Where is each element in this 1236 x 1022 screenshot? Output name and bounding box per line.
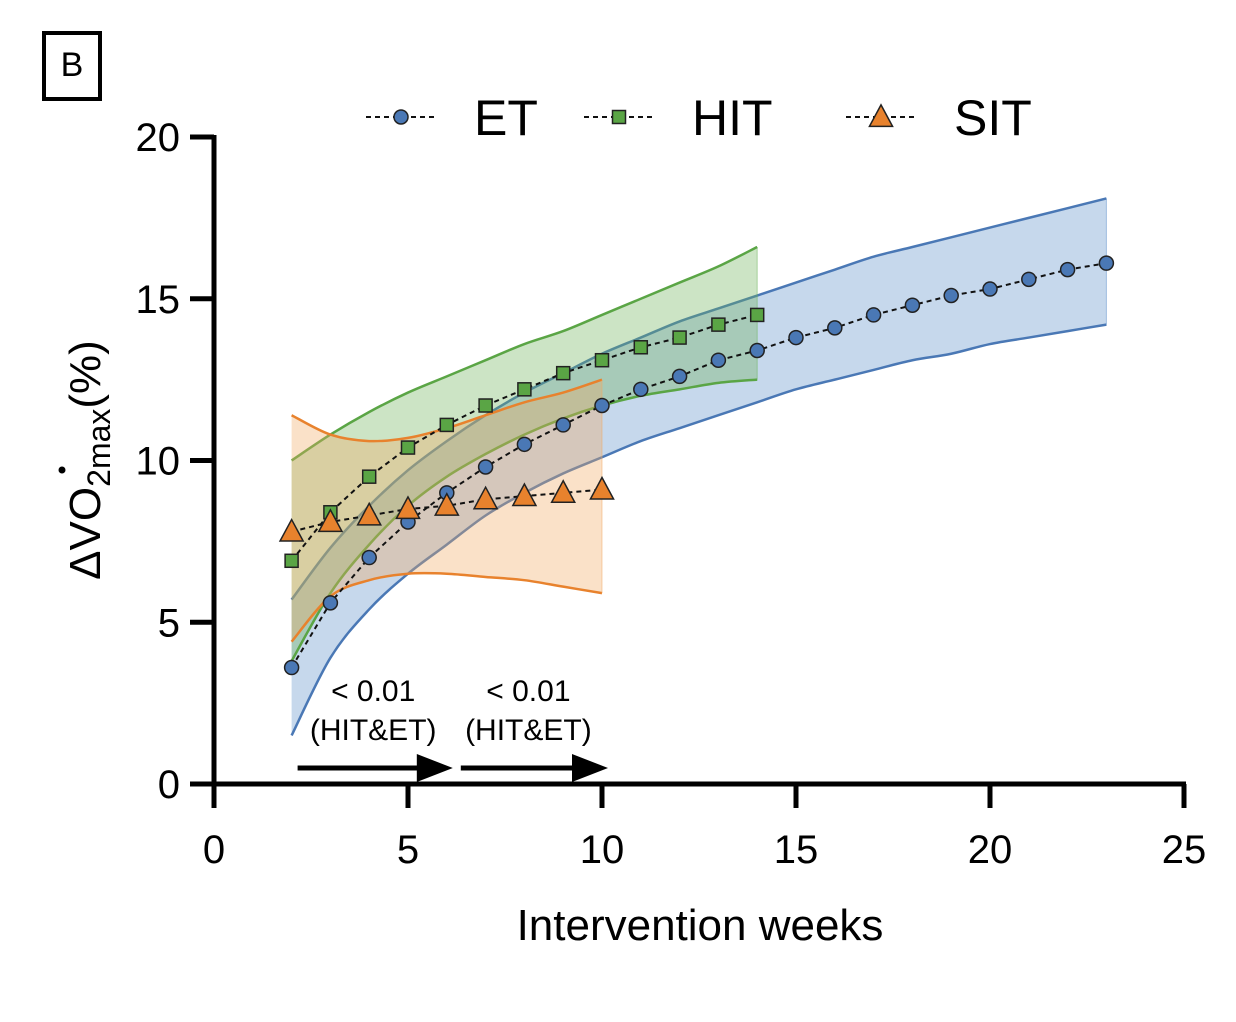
et-point — [671, 368, 688, 385]
y-axis-title-v: V — [61, 520, 110, 550]
y-tick-label: 0 — [158, 763, 180, 807]
et-point — [982, 281, 998, 297]
panel-label-text: B — [61, 46, 84, 84]
legend-hit-label: HIT — [692, 90, 773, 146]
et-point — [1059, 261, 1076, 278]
hit-point — [555, 365, 571, 381]
hit-point — [400, 440, 416, 455]
svg-text:ΔVO2max(%): ΔVO2max(%) — [61, 340, 117, 580]
sit-point — [511, 482, 538, 507]
y-axis-title-unit: (%) — [61, 340, 110, 408]
hit-point — [439, 417, 455, 433]
y-tick-label: 15 — [136, 278, 181, 322]
hit-point — [633, 340, 649, 355]
et-point — [477, 459, 494, 475]
annotations: < 0.01 (HIT&ET) < 0.01 (HIT&ET) — [297, 675, 608, 782]
et-point — [555, 417, 571, 433]
hit-point — [672, 330, 687, 345]
annotation-arrow-head — [572, 754, 608, 782]
annotation-groups: (HIT&ET) — [465, 714, 592, 747]
confidence-bands — [290, 197, 1107, 737]
et-point — [1098, 255, 1115, 271]
y-axis-title: ΔVO2max(%) — [58, 340, 117, 580]
annotation-pvalue: < 0.01 — [486, 675, 570, 708]
panel-label: B — [42, 31, 102, 101]
annotation-arrow-head — [416, 754, 453, 782]
legend-sit-marker — [868, 103, 894, 128]
x-tick-label: 0 — [203, 828, 225, 872]
sit-point — [550, 479, 577, 503]
hit-point — [478, 398, 493, 413]
y-axis-title-delta: Δ — [61, 550, 110, 579]
hit-band-lower — [290, 378, 758, 662]
legend: ET HIT SIT — [366, 90, 1032, 146]
et-point — [322, 595, 339, 611]
et-point — [516, 436, 533, 453]
sit-point — [356, 501, 383, 526]
y-axis-title-o: O — [61, 487, 110, 521]
et-point — [594, 397, 610, 414]
hit-point — [749, 307, 765, 323]
et-point — [749, 342, 765, 359]
et-band-fill — [291, 198, 1107, 736]
et-point — [361, 549, 377, 566]
y-tick-label: 10 — [136, 440, 181, 484]
annotation-groups: (HIT&ET) — [310, 714, 437, 747]
x-tick-label: 25 — [1162, 828, 1207, 872]
et-point — [943, 287, 959, 304]
sit-point — [589, 475, 615, 500]
et-point — [633, 381, 649, 398]
legend-hit-marker — [611, 109, 627, 125]
panel-label-box — [42, 31, 102, 101]
hit-point — [711, 317, 726, 332]
x-ticks: 0 5 10 15 20 25 — [203, 784, 1206, 872]
et-point — [1021, 271, 1037, 288]
hit-point — [361, 469, 377, 484]
legend-sit-label: SIT — [954, 90, 1032, 146]
et-point — [827, 320, 843, 336]
hit-point — [594, 352, 610, 368]
sit-point — [433, 492, 460, 516]
y-ticks: 0 5 10 15 20 — [136, 116, 214, 807]
annotation-pvalue: < 0.01 — [331, 675, 415, 708]
hit-point — [517, 382, 532, 397]
y-axis-title-vdot — [58, 466, 66, 474]
x-tick-label: 20 — [968, 828, 1013, 872]
x-axis-title: Intervention weeks — [517, 901, 884, 950]
sit-point — [278, 517, 305, 542]
x-tick-label: 10 — [580, 828, 625, 872]
series-markers — [278, 255, 1115, 676]
et-point — [865, 307, 882, 323]
sit-point — [395, 495, 421, 520]
et-band-upper — [290, 197, 1107, 601]
et-band-lower — [290, 323, 1107, 737]
hit-band-upper — [290, 245, 758, 462]
legend-et-marker — [393, 109, 409, 125]
x-tick-label: 5 — [397, 828, 419, 872]
et-point — [788, 329, 804, 346]
sit-point — [472, 485, 499, 510]
et-point — [904, 297, 921, 313]
et-point — [710, 352, 727, 368]
sit-point — [317, 508, 344, 533]
hit-point — [284, 553, 299, 569]
legend-et-label: ET — [474, 90, 538, 146]
x-tick-label: 15 — [774, 828, 819, 872]
et-point — [283, 659, 300, 676]
y-tick-label: 20 — [136, 116, 181, 160]
y-axis-title-subscript: 2max — [81, 409, 117, 487]
y-tick-label: 5 — [158, 601, 180, 645]
